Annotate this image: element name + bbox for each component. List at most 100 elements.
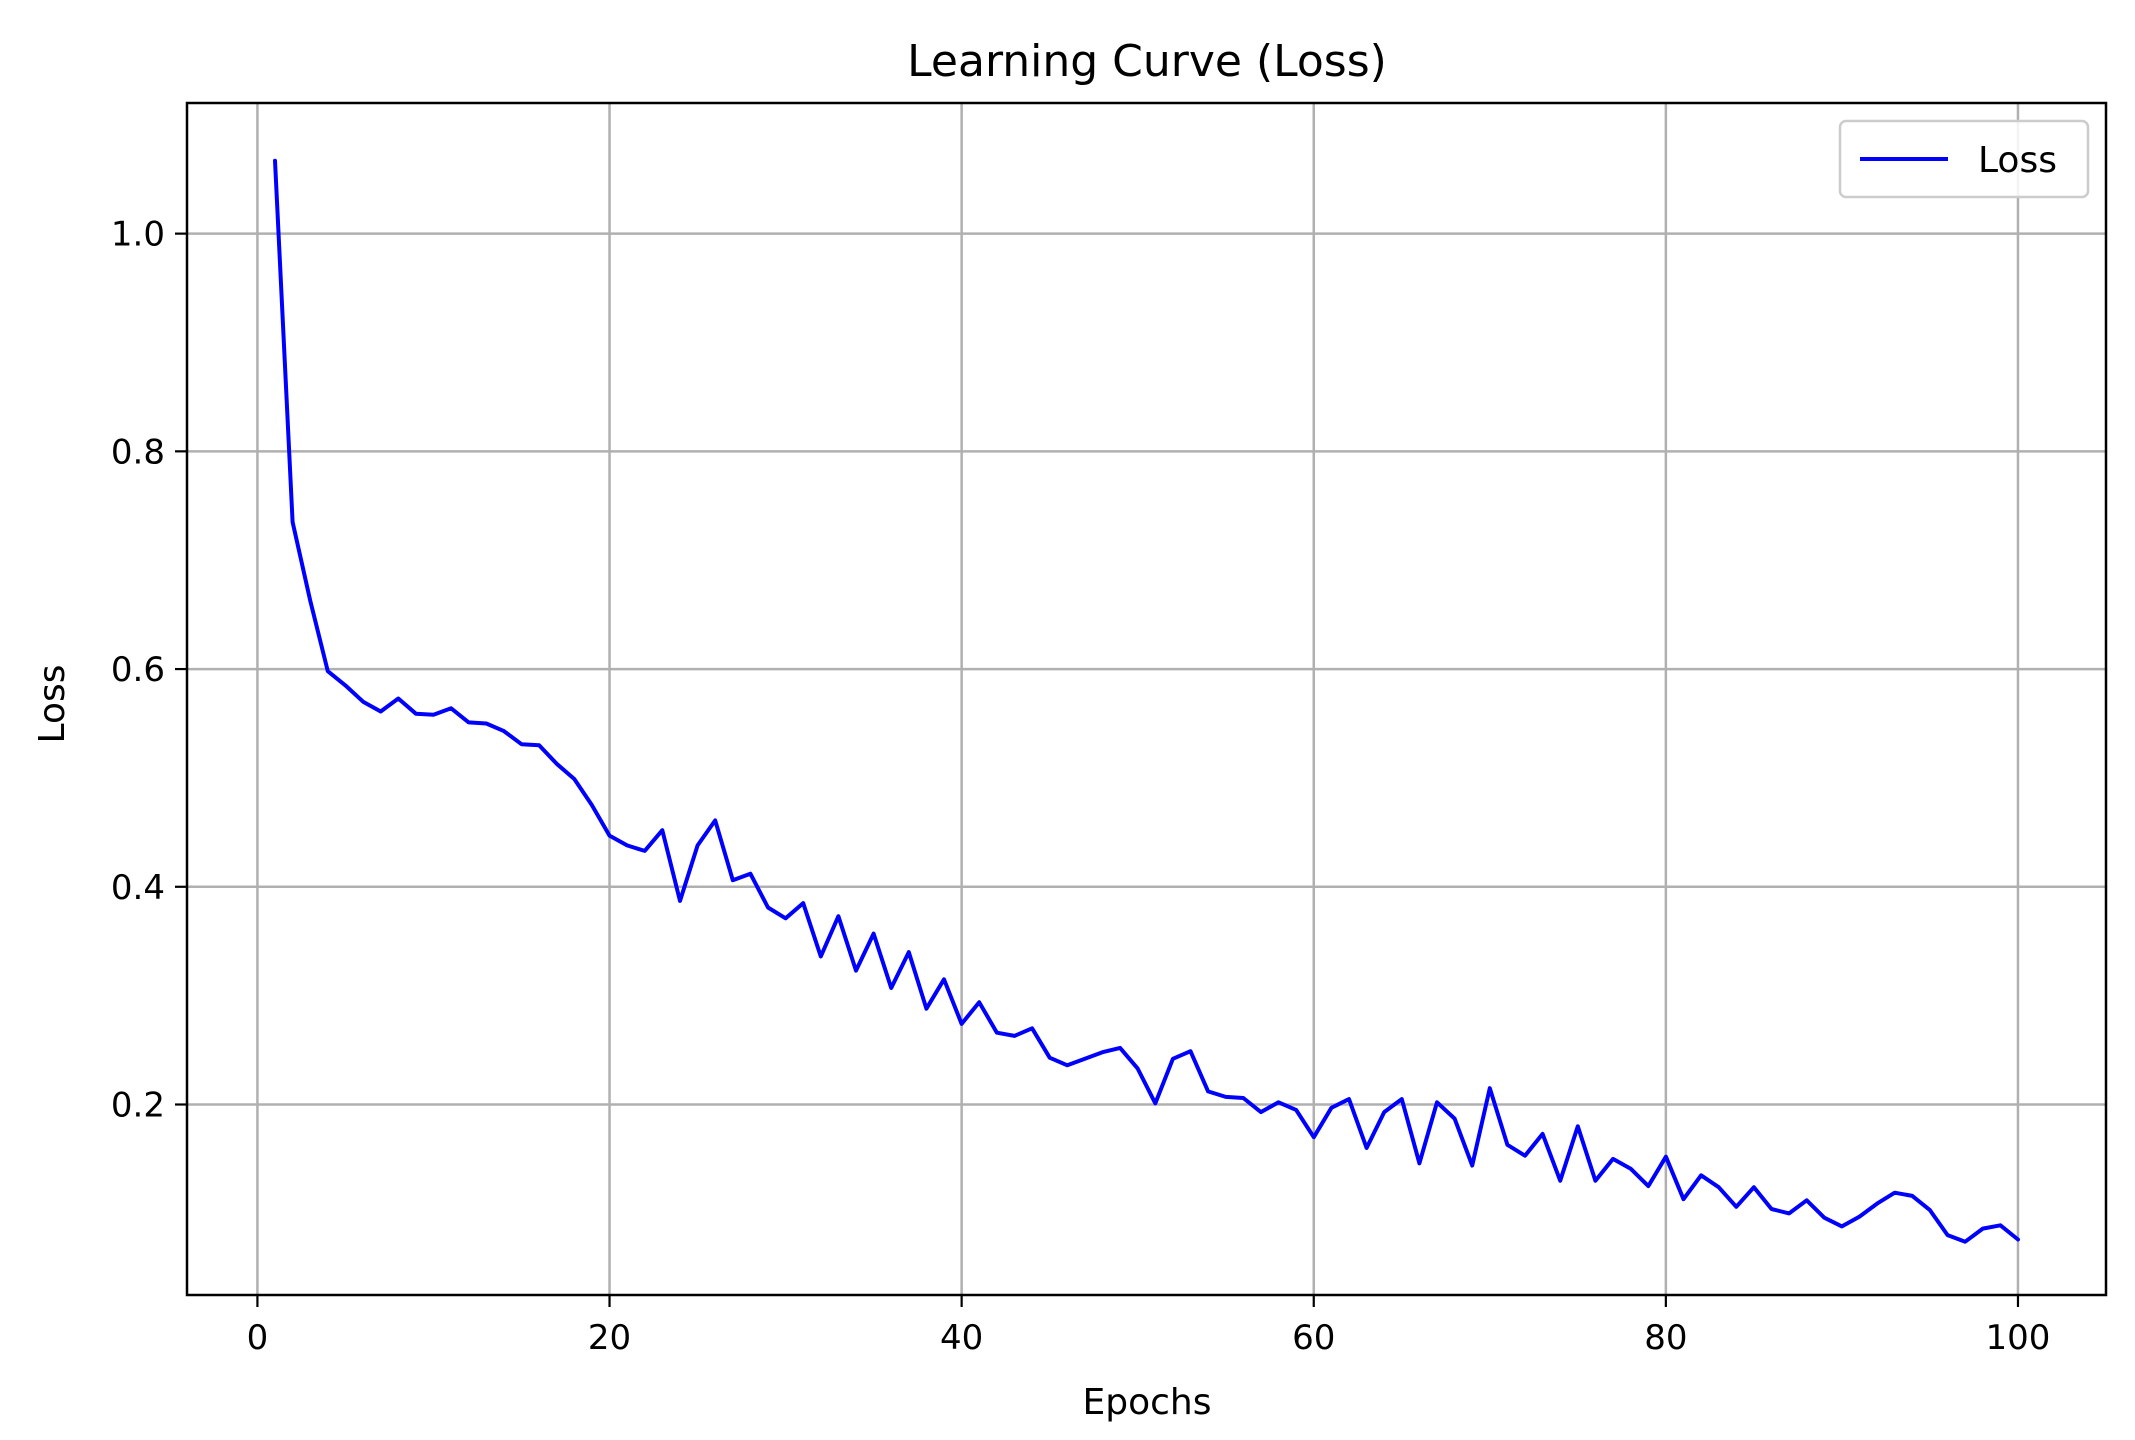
- chart-title: Learning Curve (Loss): [907, 36, 1387, 87]
- data-point: [467, 720, 471, 724]
- x-tick-label: 100: [1986, 1318, 2051, 1358]
- data-point: [1858, 1215, 1862, 1219]
- data-point: [1259, 1110, 1263, 1114]
- x-tick-label: 0: [247, 1318, 269, 1358]
- data-point: [678, 899, 682, 903]
- data-point: [1523, 1154, 1527, 1158]
- data-point: [537, 743, 541, 747]
- data-point: [2016, 1238, 2020, 1242]
- axis-ticks: 0 20 40 60 80 100 0.2 0.4 0.6 0.8 1.0: [111, 215, 2051, 1358]
- data-point: [1664, 1155, 1668, 1159]
- data-point: [1611, 1157, 1615, 1161]
- data-point: [1787, 1211, 1791, 1215]
- x-tick-label: 20: [588, 1318, 631, 1358]
- data-point: [1013, 1034, 1017, 1038]
- data-point: [1171, 1057, 1175, 1061]
- data-point: [1629, 1167, 1633, 1171]
- data-point: [1646, 1184, 1650, 1188]
- y-tick-label: 0.4: [111, 868, 165, 908]
- data-point: [977, 1000, 981, 1004]
- data-point: [1770, 1207, 1774, 1211]
- x-axis-label: Epochs: [1083, 1382, 1212, 1423]
- data-point: [907, 950, 911, 954]
- data-point: [326, 669, 330, 673]
- data-point: [1241, 1096, 1245, 1100]
- data-point: [766, 906, 770, 910]
- x-tick-label: 40: [940, 1318, 983, 1358]
- legend-entry-loss: Loss: [1978, 140, 2057, 181]
- x-tick-label: 60: [1292, 1318, 1335, 1358]
- legend-box: [1838, 119, 2090, 199]
- data-point: [1682, 1197, 1686, 1201]
- data-point: [1153, 1101, 1157, 1105]
- data-point: [1030, 1026, 1034, 1030]
- data-point: [1365, 1146, 1369, 1150]
- data-point: [1928, 1208, 1932, 1212]
- x-tick-label: 80: [1644, 1318, 1687, 1358]
- data-point: [854, 969, 858, 973]
- data-point: [1893, 1191, 1897, 1195]
- data-point: [1277, 1100, 1281, 1104]
- data-point: [1101, 1050, 1105, 1054]
- data-point: [343, 683, 347, 687]
- data-point: [836, 914, 840, 918]
- data-point: [1189, 1049, 1193, 1053]
- data-point: [872, 932, 876, 936]
- data-point: [1118, 1046, 1122, 1050]
- data-point: [590, 803, 594, 807]
- data-point: [660, 828, 664, 832]
- data-point: [1717, 1185, 1721, 1189]
- data-point: [1136, 1067, 1140, 1071]
- data-point: [1470, 1164, 1474, 1168]
- data-point: [1206, 1089, 1210, 1093]
- legend: Loss: [1838, 119, 2090, 199]
- data-point: [1048, 1056, 1052, 1060]
- data-point: [379, 710, 383, 714]
- data-point: [414, 712, 418, 716]
- data-point: [819, 955, 823, 959]
- data-point: [361, 700, 365, 704]
- data-point: [291, 520, 295, 524]
- data-point: [308, 599, 312, 603]
- y-tick-label: 0.6: [111, 650, 165, 690]
- data-point: [1963, 1240, 1967, 1244]
- data-point: [1417, 1161, 1421, 1165]
- data-point: [748, 872, 752, 876]
- data-point: [502, 729, 506, 733]
- data-point: [1083, 1057, 1087, 1061]
- data-point: [1400, 1097, 1404, 1101]
- data-point: [1910, 1194, 1914, 1198]
- data-point: [1505, 1143, 1509, 1147]
- gridlines: [187, 103, 2106, 1295]
- data-point: [731, 878, 735, 882]
- data-point: [924, 1007, 928, 1011]
- data-point: [1312, 1135, 1316, 1139]
- data-point: [608, 834, 612, 838]
- data-point: [801, 901, 805, 905]
- data-point: [1065, 1063, 1069, 1067]
- data-point: [1435, 1100, 1439, 1104]
- data-point: [432, 713, 436, 717]
- data-point: [1541, 1132, 1545, 1136]
- data-point: [1576, 1124, 1580, 1128]
- y-tick-label: 1.0: [111, 215, 165, 255]
- data-point: [1699, 1173, 1703, 1177]
- data-point: [1734, 1205, 1738, 1209]
- data-point: [696, 843, 700, 847]
- data-point: [960, 1022, 964, 1026]
- data-point: [449, 706, 453, 710]
- data-point: [1593, 1179, 1597, 1183]
- data-point: [273, 159, 277, 163]
- plot-area-frame: [185, 101, 2108, 1297]
- data-point: [713, 818, 717, 822]
- data-point: [1998, 1223, 2002, 1227]
- data-point: [784, 916, 788, 920]
- data-point: [1224, 1095, 1228, 1099]
- y-tick-label: 0.8: [111, 432, 165, 472]
- y-tick-label: 0.2: [111, 1085, 165, 1125]
- data-point: [1805, 1198, 1809, 1202]
- data-point: [643, 849, 647, 853]
- y-axis-label: Loss: [32, 665, 73, 744]
- data-point: [1840, 1224, 1844, 1228]
- data-point: [555, 762, 559, 766]
